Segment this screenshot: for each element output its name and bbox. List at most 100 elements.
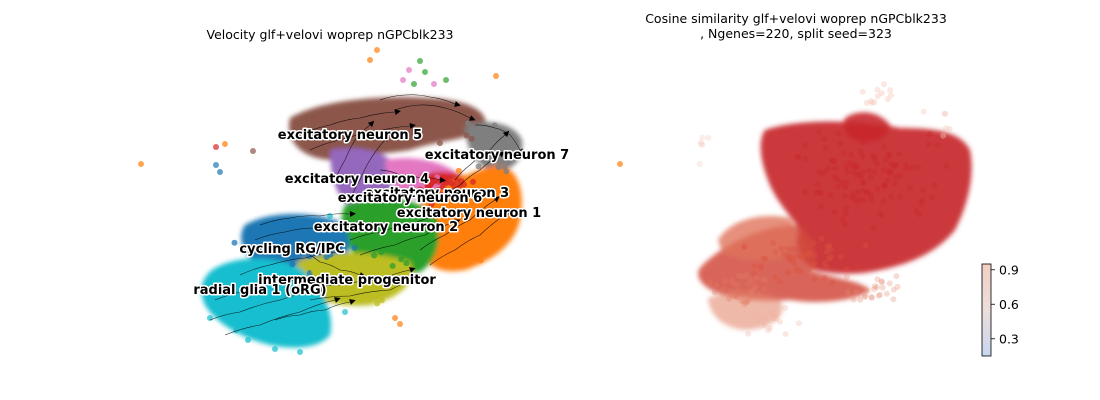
cell-point [336, 277, 343, 284]
cell-point [438, 246, 445, 253]
similarity-point [747, 289, 754, 296]
similarity-region-left [718, 216, 796, 260]
similarity-point [881, 183, 888, 190]
similarity-point [863, 287, 870, 294]
similarity-point [827, 246, 834, 253]
cell-point [344, 162, 351, 169]
colorbar: 0.3 0.6 0.9 [981, 262, 1019, 357]
cell-point [281, 252, 288, 259]
similarity-point [915, 211, 922, 218]
cell-point [416, 252, 423, 259]
similarity-point [857, 296, 864, 303]
cell-point [493, 134, 500, 141]
similarity-point [699, 141, 706, 148]
similarity-point [864, 189, 871, 196]
similarity-point [761, 322, 768, 329]
similarity-point [741, 243, 748, 250]
cell-point [290, 234, 296, 241]
similarity-point [827, 192, 834, 198]
similarity-point [789, 246, 796, 253]
cell-point [364, 127, 371, 133]
similarity-point [861, 187, 868, 194]
streamline-arrowhead [394, 109, 401, 115]
similarity-point [878, 279, 885, 286]
similarity-point [879, 284, 886, 291]
similarity-point [843, 179, 850, 186]
cell-point [327, 213, 333, 219]
similarity-point [788, 254, 795, 261]
cell-point [367, 177, 374, 184]
chart-title-line-2: , Ngenes=220, split seed=323 [700, 26, 892, 41]
cell-point [466, 229, 473, 236]
cell-point [395, 171, 402, 178]
cell-point [377, 187, 383, 194]
similarity-point [886, 151, 893, 158]
similarity-point [802, 252, 809, 259]
similarity-point [751, 270, 758, 277]
streamline [419, 199, 496, 251]
similarity-point [818, 235, 825, 242]
similarity-point [931, 182, 938, 189]
similarity-point [754, 315, 760, 322]
similarity-point [942, 110, 949, 117]
similarity-point [771, 315, 777, 322]
similarity-point [802, 142, 809, 148]
similarity-point [887, 87, 894, 94]
cell-point [374, 300, 381, 307]
cell-point [366, 170, 373, 177]
cell-point [383, 178, 390, 185]
cell-point [247, 249, 254, 256]
similarity-point [838, 180, 845, 187]
streamline [379, 169, 441, 181]
similarity-point [713, 282, 720, 288]
cell-point [279, 295, 286, 302]
similarity-point [698, 139, 704, 146]
cell-point [306, 234, 313, 241]
similarity-point [940, 132, 947, 139]
streamline-arrowhead [339, 249, 346, 255]
similarity-point [744, 280, 751, 287]
cell-point [286, 306, 293, 313]
similarity-point [840, 149, 847, 156]
cell-point [310, 268, 317, 275]
similarity-point [855, 189, 862, 195]
cell-point [378, 249, 385, 256]
similarity-point [828, 254, 835, 261]
similarity-point [741, 244, 748, 251]
similarity-point [826, 242, 833, 249]
streamline [214, 277, 321, 301]
similarity-point [728, 291, 735, 298]
similarity-point [880, 167, 887, 173]
similarity-point [864, 189, 870, 196]
cell-point [233, 327, 240, 334]
cell-point [297, 220, 303, 227]
similarity-point [805, 251, 812, 257]
similarity-point [785, 255, 792, 261]
cell-point [407, 166, 414, 173]
similarity-point [705, 135, 712, 141]
cell-point [325, 268, 332, 275]
cell-point [346, 118, 353, 125]
similarity-point [849, 163, 856, 170]
similarity-point [752, 283, 759, 290]
cell-point [371, 252, 378, 259]
similarity-point [881, 81, 887, 88]
cell-point [297, 349, 303, 355]
cluster-label: excitatory neuron 3 [365, 186, 509, 201]
cell-point [503, 228, 510, 235]
similarity-point [772, 249, 779, 256]
cell-point [346, 177, 353, 183]
cell-point [266, 225, 273, 231]
cell-point [417, 186, 424, 193]
cluster-label: excitatory neuron 1 [397, 206, 541, 221]
cell-point [495, 222, 501, 229]
cell-point [480, 240, 487, 247]
cell-point [231, 239, 238, 246]
cell-point [289, 261, 296, 268]
cell-point [213, 162, 219, 168]
similarity-point [813, 189, 820, 196]
similarity-point [711, 289, 718, 296]
similarity-point [920, 108, 927, 115]
similarity-point [918, 200, 924, 207]
cell-point [503, 168, 510, 175]
